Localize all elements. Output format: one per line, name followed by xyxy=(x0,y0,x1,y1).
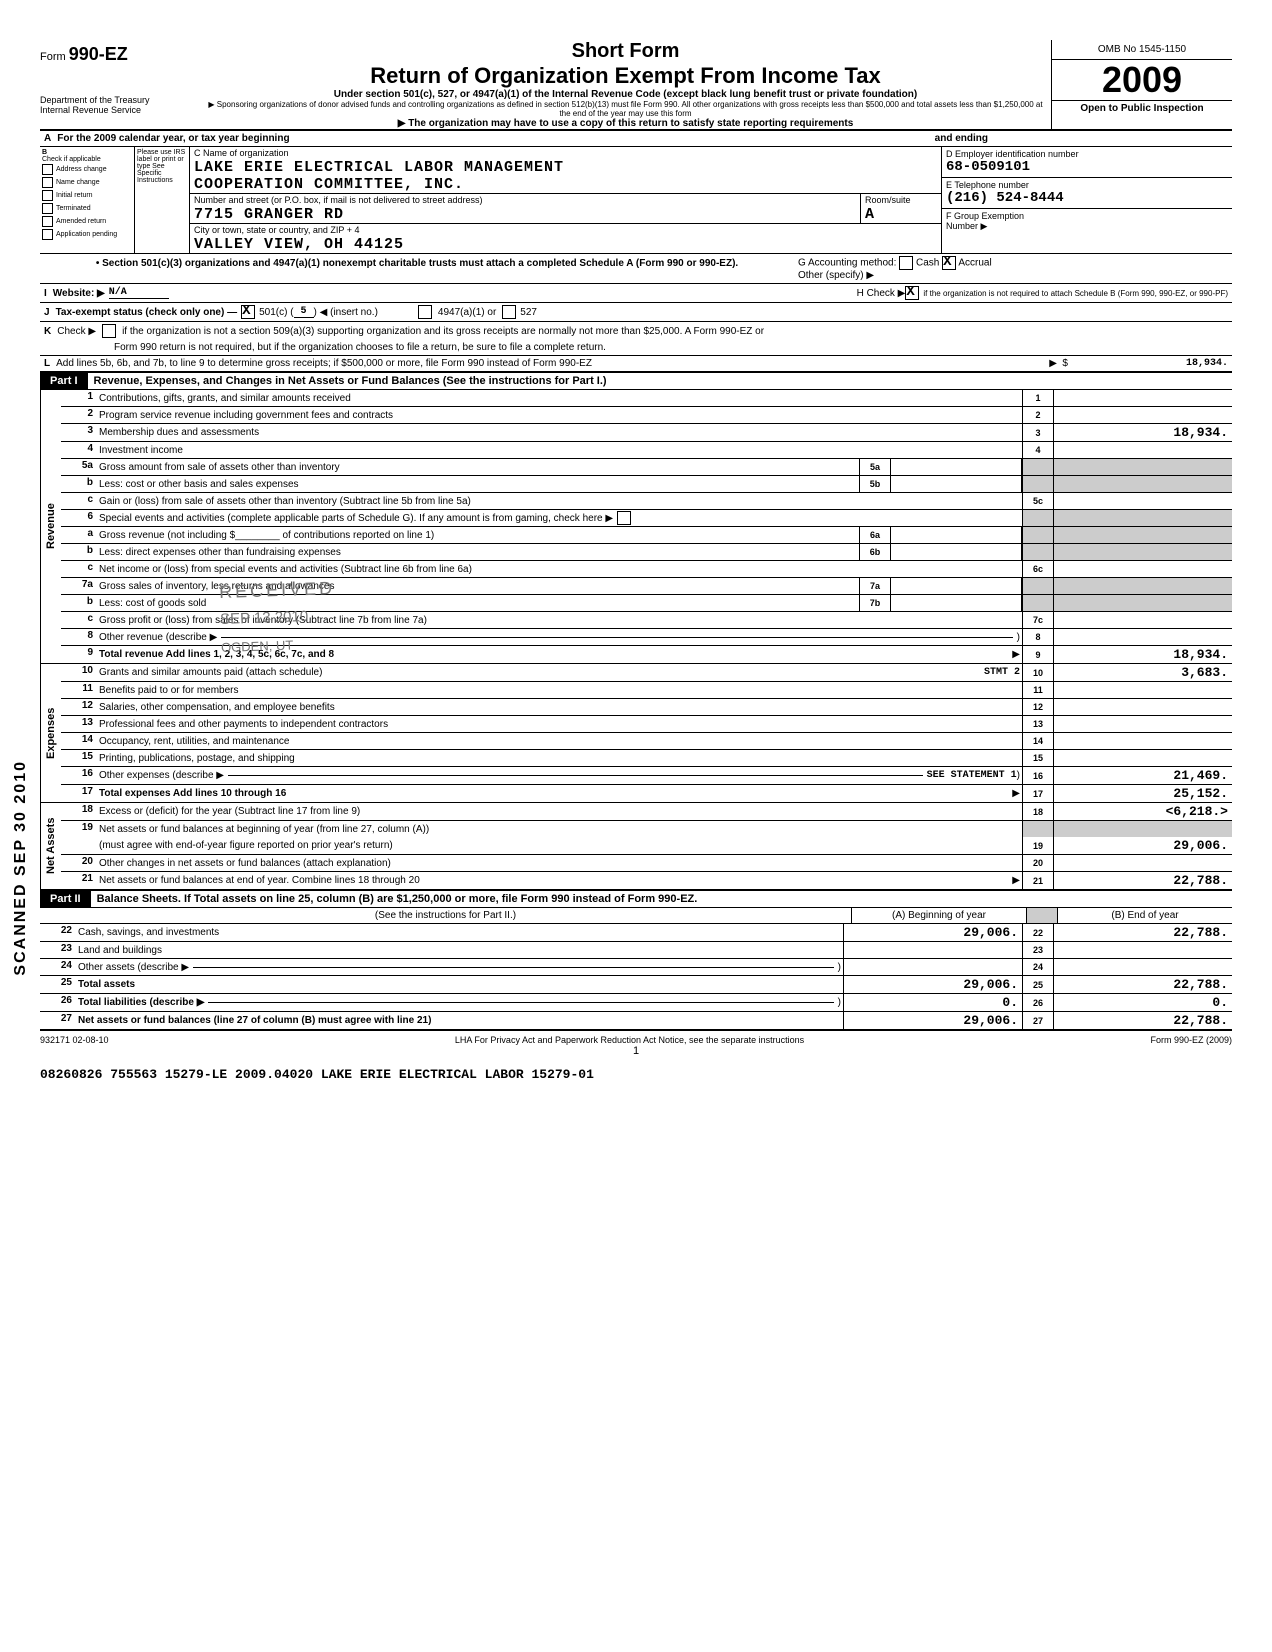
right-info-column: D Employer identification number 68-0509… xyxy=(942,147,1232,253)
page-footer: 932171 02-08-10 LHA For Privacy Act and … xyxy=(40,1031,1232,1045)
subtitle: Under section 501(c), 527, or 4947(a)(1)… xyxy=(208,89,1043,100)
expenses-section: Expenses 10Grants and similar amounts pa… xyxy=(40,664,1232,803)
check-column: B Check if applicable Address change Nam… xyxy=(40,147,135,253)
tax-year: 2009 xyxy=(1052,60,1232,100)
bs-line-22: 22Cash, savings, and investments29,006.2… xyxy=(40,924,1232,942)
check-amended[interactable]: Amended return xyxy=(42,215,132,228)
page-number: 1 xyxy=(40,1045,1232,1057)
accounting-method: G Accounting method: Cash Accrual Other … xyxy=(794,254,1232,283)
527-checkbox[interactable] xyxy=(502,305,516,319)
street-label: Number and street (or P.O. box, if mail … xyxy=(190,194,860,206)
name-address-column: C Name of organization LAKE ERIE ELECTRI… xyxy=(190,147,942,253)
4947-checkbox[interactable] xyxy=(418,305,432,319)
bs-col-a: (A) Beginning of year xyxy=(851,908,1026,923)
check-initial[interactable]: Initial return xyxy=(42,189,132,202)
room-value: A xyxy=(861,206,941,223)
street-value: 7715 GRANGER RD xyxy=(190,206,860,223)
accrual-checkbox[interactable] xyxy=(942,256,956,270)
bs-line-26: 26Total liabilities (describe ▶)0.260. xyxy=(40,994,1232,1012)
part-2-title: Balance Sheets. If Total assets on line … xyxy=(91,891,1232,907)
bs-line-23: 23Land and buildings23 xyxy=(40,942,1232,959)
net-assets-section: Net Assets 18Excess or (deficit) for the… xyxy=(40,803,1232,890)
section-bcdef: B Check if applicable Address change Nam… xyxy=(40,147,1232,254)
omb-number: OMB No 1545-1150 xyxy=(1052,40,1232,60)
check-application[interactable]: Application pending xyxy=(42,228,132,241)
room-label: Room/suite xyxy=(861,194,941,206)
attach-accounting-row: • Section 501(c)(3) organizations and 49… xyxy=(40,254,1232,284)
bs-line-25: 25Total assets29,006.2522,788. xyxy=(40,976,1232,994)
501c-checkbox[interactable] xyxy=(241,305,255,319)
line-k-1: K Check ▶ if the organization is not a s… xyxy=(40,322,1232,340)
header-left: Form 990-EZ Department of the Treasury I… xyxy=(40,40,200,129)
line-a: A For the 2009 calendar year, or tax yea… xyxy=(40,131,1232,147)
line-i-h: I Website: ▶ N/A H Check ▶ if the organi… xyxy=(40,284,1232,303)
footer-lha: LHA For Privacy Act and Paperwork Reduct… xyxy=(455,1035,804,1045)
footer-code: 932171 02-08-10 xyxy=(40,1035,109,1045)
part-1-label: Part I xyxy=(40,373,88,389)
ein-cell: D Employer identification number 68-0509… xyxy=(942,147,1232,178)
form-number: Form 990-EZ xyxy=(40,44,200,65)
attach-text: • Section 501(c)(3) organizations and 49… xyxy=(40,254,794,283)
bs-line-27: 27Net assets or fund balances (line 27 o… xyxy=(40,1012,1232,1031)
city-value: VALLEY VIEW, OH 44125 xyxy=(190,236,941,253)
irs-label: Internal Revenue Service xyxy=(40,105,200,115)
please-column: Please use IRS label or print or type Se… xyxy=(135,147,190,253)
footer-bottom: 08260826 755563 15279-LE 2009.04020 LAKE… xyxy=(40,1067,1232,1082)
gaming-checkbox[interactable] xyxy=(617,511,631,525)
part-2-label: Part II xyxy=(40,891,91,907)
line-j: J Tax-exempt status (check only one) — 5… xyxy=(40,303,1232,322)
expenses-label: Expenses xyxy=(40,664,61,802)
net-assets-label: Net Assets xyxy=(40,803,61,889)
org-name-label: C Name of organization xyxy=(190,147,941,159)
revenue-section: Revenue 1Contributions, gifts, grants, a… xyxy=(40,390,1232,664)
phone-cell: E Telephone number (216) 524-8444 xyxy=(942,178,1232,209)
city-label: City or town, state or country, and ZIP … xyxy=(190,224,941,236)
check-terminated[interactable]: Terminated xyxy=(42,202,132,215)
check-address[interactable]: Address change xyxy=(42,163,132,176)
org-name-1: LAKE ERIE ELECTRICAL LABOR MANAGEMENT xyxy=(190,159,941,176)
sponsor-note: ▶ Sponsoring organizations of donor advi… xyxy=(208,100,1043,118)
dept-label: Department of the Treasury xyxy=(40,95,200,105)
form-header: Form 990-EZ Department of the Treasury I… xyxy=(40,40,1232,131)
org-name-2: COOPERATION COMMITTEE, INC. xyxy=(190,176,941,194)
header-right: OMB No 1545-1150 2009 Open to Public Ins… xyxy=(1051,40,1232,129)
revenue-label: Revenue xyxy=(40,390,61,663)
part-1-header: Part I Revenue, Expenses, and Changes in… xyxy=(40,372,1232,390)
title-short: Short Form xyxy=(208,40,1043,63)
part-2-header: Part II Balance Sheets. If Total assets … xyxy=(40,890,1232,908)
schedule-b-checkbox[interactable] xyxy=(905,286,919,300)
title-main: Return of Organization Exempt From Incom… xyxy=(208,63,1043,89)
side-stamp: SCANNED SEP 30 2010 xyxy=(12,760,30,976)
balance-sheet-header: (See the instructions for Part II.) (A) … xyxy=(40,908,1232,924)
bs-line-24: 24Other assets (describe ▶)24 xyxy=(40,959,1232,976)
footer-form: Form 990-EZ (2009) xyxy=(1150,1035,1232,1045)
form-page: SCANNED SEP 30 2010 Form 990-EZ Departme… xyxy=(40,40,1232,1082)
line-l: L Add lines 5b, 6b, and 7b, to line 9 to… xyxy=(40,356,1232,372)
header-center: Short Form Return of Organization Exempt… xyxy=(200,40,1051,129)
bs-instructions: (See the instructions for Part II.) xyxy=(40,908,851,923)
inspection-label: Open to Public Inspection xyxy=(1052,100,1232,116)
arrow-note: ▶ The organization may have to use a cop… xyxy=(208,118,1043,129)
line-k-2: Form 990 return is not required, but if … xyxy=(40,340,1232,356)
part-1-title: Revenue, Expenses, and Changes in Net As… xyxy=(88,373,1232,389)
cash-checkbox[interactable] xyxy=(899,256,913,270)
check-name[interactable]: Name change xyxy=(42,176,132,189)
group-cell: F Group Exemption Number ▶ xyxy=(942,209,1232,234)
k-checkbox[interactable] xyxy=(102,324,116,338)
bs-col-b: (B) End of year xyxy=(1057,908,1232,923)
